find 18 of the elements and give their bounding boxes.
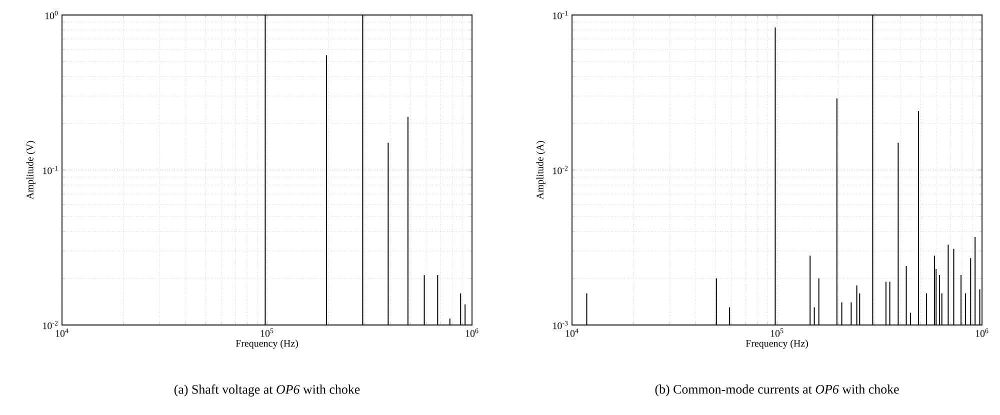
x-tick-label: 10$^{4}$ — [56, 328, 68, 337]
y-axis-title: Amplitude (A) — [536, 140, 546, 200]
y-tick-label: 10$^{-2}$ — [43, 320, 58, 330]
y-tick-label: 10$^{-1}$ — [43, 166, 58, 174]
x-tick-label: 10$^{5}$ — [260, 328, 274, 337]
x-tick-label: 10$^{4}$ — [566, 328, 578, 337]
text: (b) Common-mode currents at OP6 with choke — [655, 384, 899, 396]
y-tick-label: 10$^{0}$ — [45, 10, 58, 20]
y-axis-title: Amplitude (V) — [26, 140, 36, 200]
y-tick-label: 10$^{-3}$ — [553, 320, 568, 330]
y-tick-label: 10$^{-1}$ — [553, 10, 568, 20]
x-axis-title: Frequency (Hz) — [746, 340, 808, 349]
x-axis-title: Frequency (Hz) — [236, 340, 298, 349]
x-tick-label: 10$^{5}$ — [770, 328, 784, 337]
y-tick-label: 10$^{-2}$ — [553, 166, 568, 174]
text: (a) Shaft voltage at OP6 with choke — [174, 384, 360, 396]
x-tick-label: 10$^{6}$ — [466, 328, 478, 337]
x-tick-label: 10$^{6}$ — [976, 328, 988, 337]
